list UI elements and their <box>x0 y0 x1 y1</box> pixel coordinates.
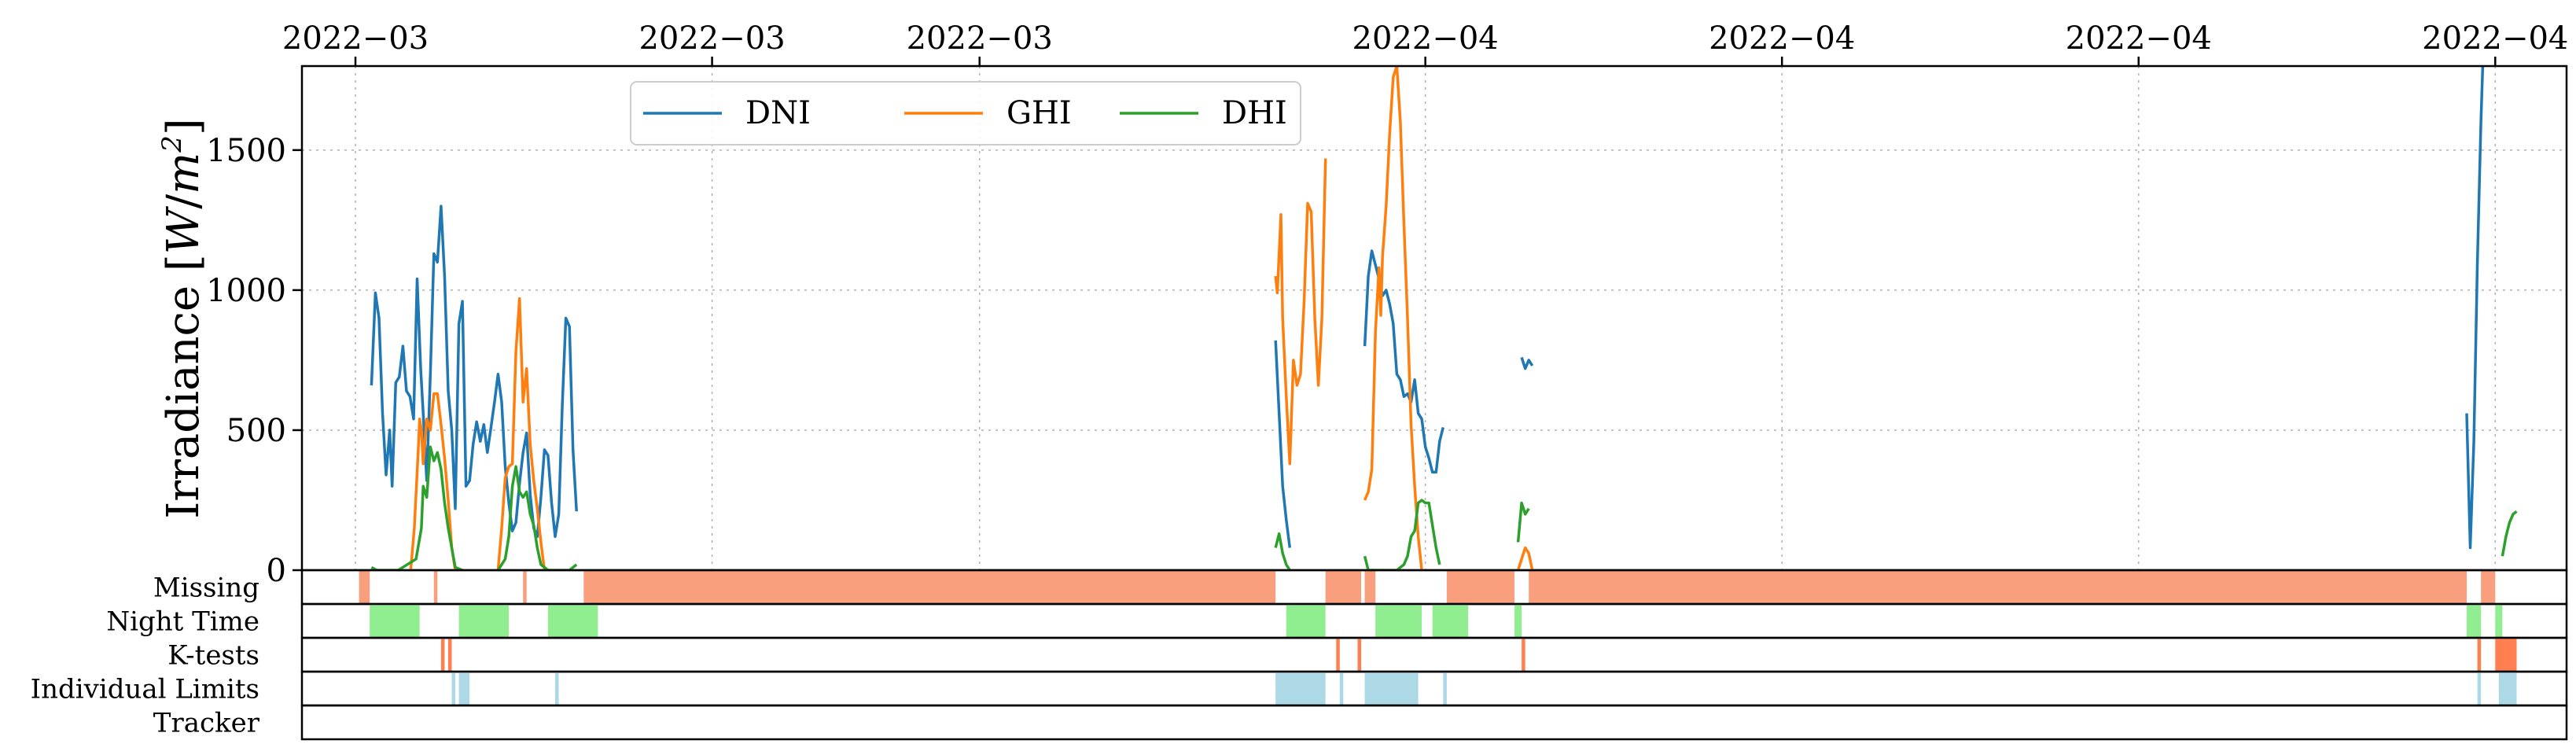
y-axis-label: Irradiance [W/m2] <box>156 118 209 518</box>
night-time-flag-bar <box>2467 604 2482 638</box>
plot-frame <box>300 64 2568 572</box>
night-time-flag-bar <box>370 604 420 638</box>
night-time-flag-bar <box>2495 604 2503 638</box>
y-tick-label: 1500 <box>206 133 286 169</box>
dhi-line-segment <box>370 445 463 570</box>
k-tests-flag-bar <box>440 638 445 672</box>
k-tests-flag-bar <box>1357 638 1362 672</box>
missing-flag-bar <box>1446 570 1515 604</box>
missing-row-label: Missing <box>153 573 259 604</box>
legend-dni-label: DNI <box>745 95 811 131</box>
x-tick-label: 2022−04 <box>1709 20 1855 57</box>
dni-line-segment <box>1274 340 1292 548</box>
individual-limits-flag-bar <box>1364 672 1419 705</box>
x-tick-label: 2022−04 <box>2066 20 2212 57</box>
missing-flag-bar <box>583 570 1276 604</box>
x-tick-label: 2022−03 <box>907 20 1053 57</box>
k-tests-row-frame <box>300 636 2568 673</box>
irradiance-lines <box>370 66 2518 570</box>
dhi-line-segment <box>496 465 578 570</box>
night-time-flag-bar <box>1432 604 1469 638</box>
y-tick-label: 1000 <box>206 273 286 309</box>
night-time-flag-bar <box>458 604 510 638</box>
grid-lines <box>302 66 2567 570</box>
individual-limits-flag-bar <box>555 672 559 705</box>
dni-line-segment <box>1363 249 1444 474</box>
missing-flag-bar <box>433 570 438 604</box>
dni-line-segment <box>1520 356 1534 370</box>
individual-limits-flag-bar <box>1339 672 1344 705</box>
x-tick-label: 2022−04 <box>1352 20 1499 57</box>
legend-dhi-label: DHI <box>1222 95 1287 131</box>
y-tick-label: 0 <box>267 553 286 589</box>
missing-flag-bar <box>359 570 370 604</box>
night-time-flag-bar <box>1375 604 1422 638</box>
ghi-line-segment <box>1363 66 1423 570</box>
k-tests-row-label: K-tests <box>167 640 259 672</box>
individual-limits-flag-bar <box>458 672 470 705</box>
k-tests-flag-bar <box>1522 638 1525 672</box>
k-tests-flag-bar <box>2495 638 2517 672</box>
dni-line-segment <box>370 204 578 539</box>
y-axis-ticks: 0 500 1000 1500 <box>206 133 302 589</box>
missing-flag-bar <box>1529 570 2467 604</box>
night-time-flag-bar <box>1514 604 1522 638</box>
k-tests-flag-bar <box>1336 638 1340 672</box>
missing-flag-bar <box>2481 570 2496 604</box>
x-tick-label: 2022−03 <box>282 20 429 57</box>
missing-flag-bar <box>1364 570 1376 604</box>
x-tick-label: 2022−03 <box>638 20 785 57</box>
individual-limits-flag-bar <box>1443 672 1447 705</box>
individual-limits-flag-bar <box>1275 672 1326 705</box>
night-time-flag-bar <box>1286 604 1326 638</box>
quality-flag-panel <box>300 569 2568 741</box>
night-time-flag-bar <box>547 604 598 638</box>
night-time-row-label: Night Time <box>106 606 259 638</box>
dhi-line-segment <box>1363 499 1441 570</box>
x-tick-label: 2022−04 <box>2422 20 2568 57</box>
dhi-line-segment <box>2501 510 2518 557</box>
tracker-row-frame <box>300 704 2568 741</box>
ghi-line-segment <box>409 392 457 570</box>
dni-line-segment <box>2465 66 2485 550</box>
dhi-line-segment <box>1274 532 1291 570</box>
missing-flag-bar <box>523 570 527 604</box>
legend-ghi-label: GHI <box>1006 95 1072 131</box>
ghi-line-segment <box>496 296 546 570</box>
individual-limits-row-label: Individual Limits <box>31 674 259 705</box>
missing-flag-bar <box>1325 570 1362 604</box>
x-axis-ticks: 2022−03 2022−03 2022−03 2022−04 2022−04 2022−… <box>282 20 2568 66</box>
individual-limits-flag-bar <box>451 672 456 705</box>
ghi-line-segment <box>1516 546 1534 570</box>
tracker-row-label: Tracker <box>153 708 260 739</box>
dhi-line-segment <box>1516 501 1530 543</box>
ghi-line-segment <box>1274 158 1327 466</box>
individual-limits-row-frame <box>300 670 2568 707</box>
k-tests-flag-bar <box>2477 638 2482 672</box>
legend: DNI GHI DHI <box>630 81 1301 145</box>
individual-limits-flag-bar <box>2498 672 2517 705</box>
individual-limits-flag-bar <box>2477 672 2482 705</box>
k-tests-flag-bar <box>447 638 452 672</box>
y-tick-label: 500 <box>226 413 286 449</box>
